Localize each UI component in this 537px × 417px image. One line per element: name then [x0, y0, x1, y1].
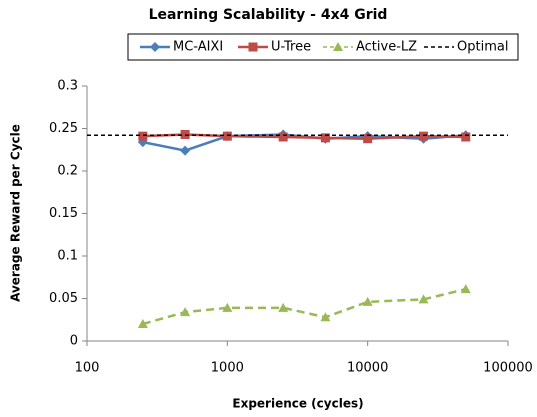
legend-label: Active-LZ: [356, 40, 417, 55]
point: [461, 132, 471, 142]
point: [419, 131, 429, 141]
x-tick-label: 10000: [347, 361, 388, 376]
point: [180, 145, 191, 156]
legend-label: Optimal: [457, 40, 508, 55]
point: [363, 134, 373, 144]
point: [222, 131, 232, 141]
point: [320, 133, 330, 143]
legend-marker: [333, 42, 343, 51]
x-tick-label: 100000: [483, 361, 533, 376]
point: [222, 302, 233, 312]
x-tick-label: 100: [75, 361, 100, 376]
legend-marker: [150, 42, 160, 52]
point: [362, 296, 373, 306]
point: [137, 319, 148, 328]
point: [320, 312, 331, 322]
y-axis-label: Average Reward per Cycle: [9, 124, 23, 302]
y-tick-label: 0.2: [57, 164, 78, 179]
y-tick-label: 0.25: [49, 121, 78, 136]
y-tick-label: 0.3: [57, 79, 78, 94]
point: [278, 302, 289, 312]
legend-label: U-Tree: [271, 40, 311, 55]
point: [138, 131, 148, 141]
x-tick-label: 1000: [211, 361, 244, 376]
point: [460, 284, 471, 294]
point: [418, 294, 429, 304]
point: [180, 307, 191, 317]
series-line: [142, 287, 467, 326]
y-tick-label: 0.05: [49, 291, 78, 306]
y-tick-label: 0.1: [57, 249, 78, 264]
chart-title: Learning Scalability - 4x4 Grid: [149, 7, 388, 23]
legend-marker: [248, 42, 258, 52]
point: [278, 132, 288, 142]
y-tick-label: 0: [70, 334, 78, 349]
x-axis-label: Experience (cycles): [232, 397, 363, 411]
legend-box: [127, 33, 519, 61]
point: [180, 129, 190, 139]
legend-label: MC-AIXI: [173, 40, 223, 55]
y-tick-label: 0.15: [49, 206, 78, 221]
